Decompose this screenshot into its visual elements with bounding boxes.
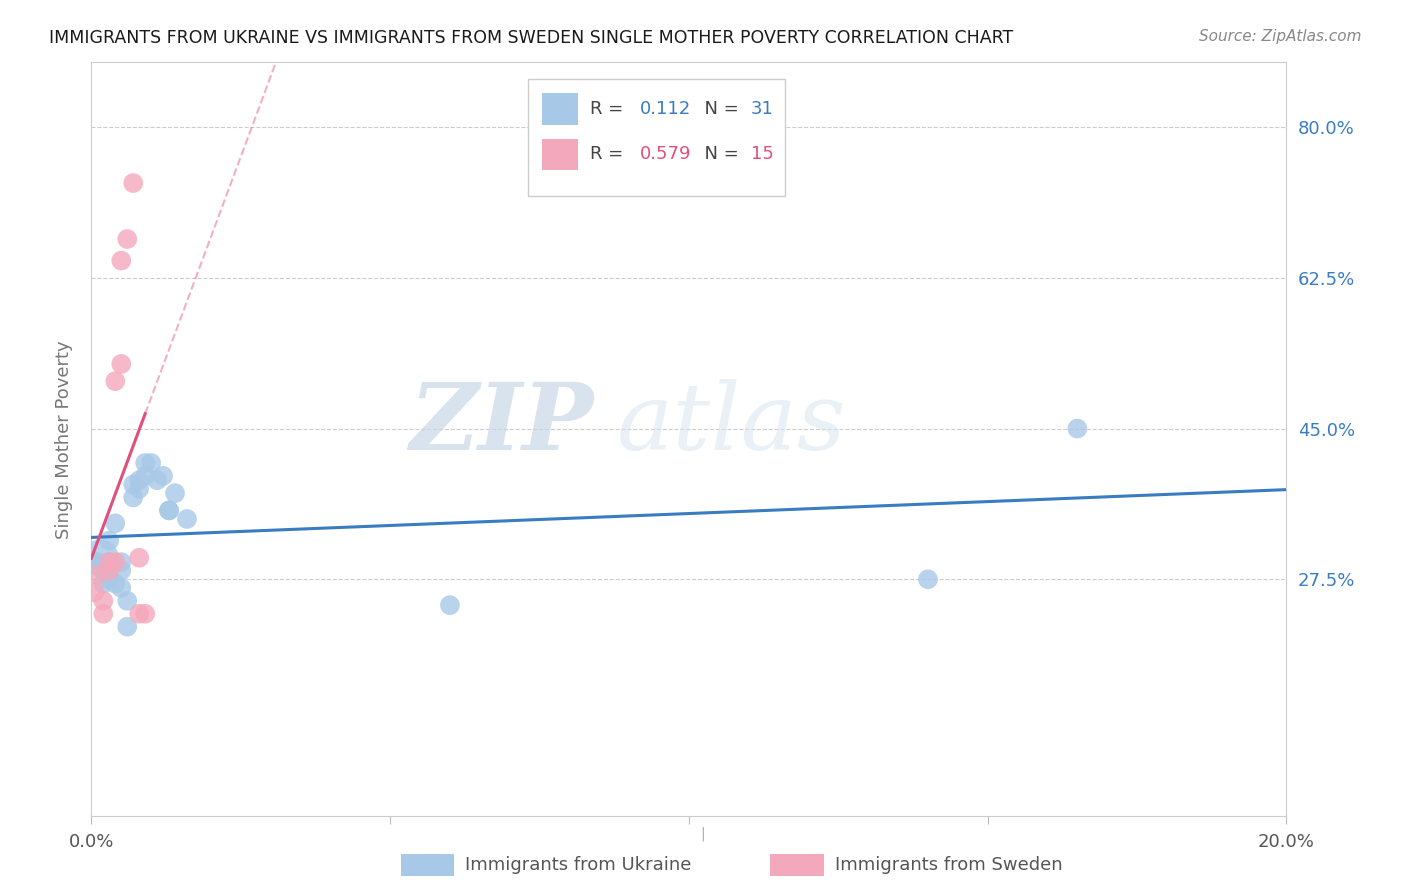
Point	[98, 555, 121, 569]
Point	[86, 568, 108, 582]
Text: ZIP: ZIP	[409, 379, 593, 469]
Point	[152, 469, 174, 483]
Point	[134, 469, 156, 483]
Text: atlas: atlas	[617, 379, 846, 469]
Y-axis label: Single Mother Poverty: Single Mother Poverty	[55, 340, 73, 539]
Bar	[541, 94, 578, 125]
Text: R =: R =	[589, 145, 634, 163]
Point	[157, 503, 180, 517]
Text: 0.112: 0.112	[640, 100, 692, 118]
Text: N =: N =	[693, 145, 744, 163]
Text: 0.579: 0.579	[640, 145, 692, 163]
Point	[104, 555, 127, 569]
Point	[98, 555, 121, 569]
Point	[110, 253, 132, 268]
Text: |: |	[700, 827, 706, 841]
Point	[83, 555, 105, 569]
Text: R =: R =	[589, 100, 634, 118]
Point	[104, 576, 127, 591]
Text: N =: N =	[693, 100, 744, 118]
Point	[163, 486, 186, 500]
Point	[128, 550, 150, 565]
Point	[104, 374, 127, 388]
Point	[98, 533, 121, 548]
Point	[86, 555, 108, 569]
Text: Source: ZipAtlas.com: Source: ZipAtlas.com	[1198, 29, 1361, 44]
Point	[93, 576, 115, 591]
Point	[115, 620, 138, 634]
Point	[122, 176, 145, 190]
Bar	[527, 79, 785, 196]
Point	[98, 564, 121, 578]
Text: 31: 31	[751, 100, 773, 118]
Text: 15: 15	[751, 145, 773, 163]
Point	[93, 564, 115, 578]
Point	[1066, 421, 1088, 435]
Point	[110, 581, 132, 595]
Point	[134, 607, 156, 621]
Point	[115, 232, 138, 246]
Point	[128, 473, 150, 487]
Point	[122, 491, 145, 505]
Point	[93, 594, 115, 608]
Bar	[541, 138, 578, 170]
Point	[439, 598, 461, 612]
Point	[128, 482, 150, 496]
Point	[157, 503, 180, 517]
Point	[917, 572, 939, 586]
Point	[134, 456, 156, 470]
Point	[104, 516, 127, 531]
Point	[110, 555, 132, 569]
Point	[89, 550, 111, 565]
Point	[115, 594, 138, 608]
Text: IMMIGRANTS FROM UKRAINE VS IMMIGRANTS FROM SWEDEN SINGLE MOTHER POVERTY CORRELAT: IMMIGRANTS FROM UKRAINE VS IMMIGRANTS FR…	[49, 29, 1014, 46]
Point	[141, 456, 163, 470]
Text: Immigrants from Sweden: Immigrants from Sweden	[835, 855, 1063, 874]
Point	[98, 572, 121, 586]
Point	[176, 512, 198, 526]
Point	[128, 607, 150, 621]
Point	[110, 357, 132, 371]
Point	[110, 564, 132, 578]
Point	[122, 477, 145, 491]
Point	[83, 585, 105, 599]
Text: Immigrants from Ukraine: Immigrants from Ukraine	[465, 855, 692, 874]
Point	[146, 473, 169, 487]
Point	[93, 607, 115, 621]
